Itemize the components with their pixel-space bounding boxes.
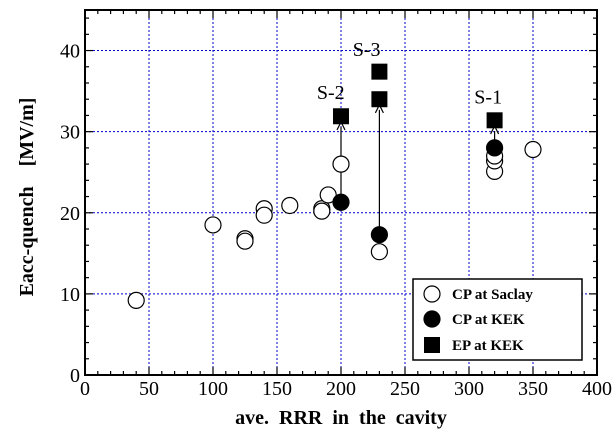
data-point-cp-saclay	[524, 140, 542, 159]
y-tick-label: 40	[60, 41, 80, 63]
annotation-label: S-2	[317, 82, 345, 104]
data-point-cp-saclay	[127, 291, 145, 309]
x-tick-label: 100	[198, 378, 228, 400]
legend-label-cp-saclay: CP at Saclay	[452, 287, 533, 303]
legend: CP at Saclay CP at KEK EP at KEK	[412, 278, 583, 361]
data-point-cp-saclay	[313, 202, 331, 220]
x-tick-label: 250	[390, 378, 420, 400]
annotation-label: S-1	[474, 86, 502, 108]
arrow	[374, 103, 384, 235]
legend-marker-cp-saclay	[423, 285, 441, 303]
y-tick-label: 0	[70, 365, 80, 387]
y-axis-label: Eacc-quench [MV/m]	[16, 98, 38, 297]
legend-marker-ep-kek	[424, 337, 440, 353]
axis-ticks: 0 50 100 150 200 250 300 350 400 0 10 20 30 40	[60, 10, 612, 400]
data-point-ep-kek	[371, 63, 388, 80]
data-point-cp-saclay	[255, 206, 273, 224]
data-point-cp-kek	[486, 139, 504, 157]
x-tick-label: 150	[262, 378, 292, 400]
y-tick-label: 30	[60, 122, 80, 144]
x-tick-label: 350	[518, 378, 548, 400]
arrows	[336, 103, 500, 235]
y-tick-label: 20	[60, 203, 80, 225]
data-point-ep-kek	[333, 108, 349, 125]
data-point-cp-saclay	[319, 186, 337, 204]
data-point-cp-saclay	[370, 243, 388, 261]
data-point-cp-saclay	[332, 155, 350, 173]
y-tick-label: 10	[60, 284, 80, 306]
data-point-ep-kek	[486, 112, 503, 129]
data-points	[127, 63, 542, 309]
x-tick-label: 200	[326, 378, 356, 400]
annotations: S-1 S-2 S-3	[317, 39, 502, 108]
legend-box	[412, 278, 583, 361]
data-point-cp-kek	[332, 193, 350, 211]
data-point-cp-saclay	[204, 216, 222, 234]
data-point-ep-kek	[371, 91, 388, 108]
x-axis-label: ave. RRR in the cavity	[235, 407, 447, 429]
legend-label-ep-kek: EP at KEK	[452, 338, 524, 354]
legend-marker-cp-kek	[423, 310, 441, 328]
data-point-cp-saclay	[236, 232, 254, 250]
legend-label-cp-kek: CP at KEK	[452, 312, 525, 328]
x-tick-label: 300	[454, 378, 484, 400]
x-tick-label: 0	[80, 378, 90, 400]
data-point-cp-saclay	[281, 196, 299, 215]
x-tick-label: 400	[582, 378, 612, 400]
data-point-cp-kek	[370, 226, 388, 244]
x-tick-label: 50	[139, 378, 159, 400]
annotation-label: S-3	[353, 39, 381, 61]
